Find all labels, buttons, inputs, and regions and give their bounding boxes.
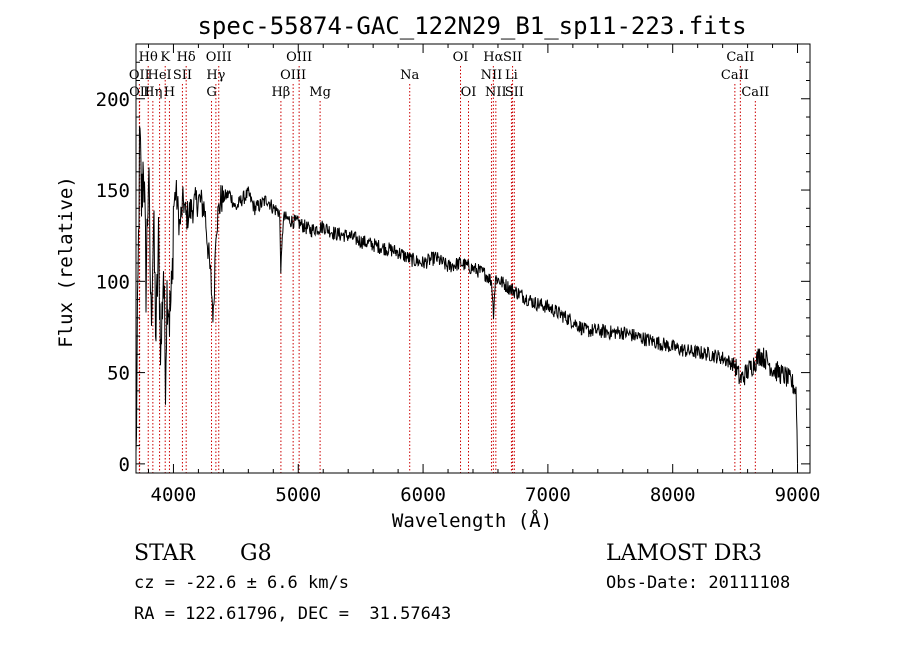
emission-line-label: CaII — [721, 68, 749, 83]
emission-line-label: G — [206, 85, 216, 100]
redshift-text: cz = -22.6 ± 6.6 km/s — [134, 573, 349, 593]
emission-line-label: Li — [505, 68, 518, 83]
y-tick-label: 200 — [96, 89, 130, 111]
emission-line-label: K — [160, 50, 170, 65]
x-tick-label: 4000 — [151, 484, 197, 506]
plot-frame — [135, 43, 811, 474]
x-tick-label: 5000 — [275, 484, 321, 506]
y-tick-label: 150 — [96, 180, 130, 202]
emission-line-label: Na — [400, 68, 419, 83]
emission-line-label: SII — [505, 85, 524, 100]
y-tick-label: 0 — [119, 454, 130, 476]
obs-date-text: Obs-Date: 20111108 — [606, 573, 790, 593]
y-tick-label: 50 — [107, 363, 130, 385]
emission-line-label: SII — [173, 68, 192, 83]
emission-line-label: Hγ — [206, 68, 225, 83]
emission-line-label: Hβ — [271, 85, 290, 100]
emission-line-label: Hδ — [177, 50, 196, 65]
emission-line-label: NII — [485, 85, 507, 100]
emission-line-label: OIII — [206, 50, 232, 65]
emission-line-label: NII — [481, 68, 503, 83]
star-subclass: G8 — [240, 541, 272, 566]
emission-line-label: Hα — [483, 50, 503, 65]
chart-title: spec-55874-GAC_122N29_B1_sp11-223.fits — [197, 12, 746, 40]
survey-name: LAMOST DR3 — [606, 541, 762, 566]
emission-line-label: Hθ — [139, 50, 158, 65]
spectrum-line — [135, 126, 798, 464]
coords-text: RA = 122.61796, DEC = 31.57643 — [134, 604, 451, 624]
emission-line-label: SII — [503, 50, 522, 65]
x-tick-label: 7000 — [525, 484, 571, 506]
y-tick-label: 100 — [96, 271, 130, 293]
x-tick-label: 8000 — [650, 484, 696, 506]
emission-line-label: H — [164, 85, 175, 100]
emission-line-label: Hη — [143, 85, 162, 100]
emission-line-label: CaII — [741, 85, 769, 100]
emission-line-label: Mg — [309, 85, 331, 100]
emission-line-label: OII — [129, 68, 150, 83]
emission-line-label: OI — [461, 85, 477, 100]
ticks-layer: 4000 5000 6000 7000 8000 9000 0 50 100 150 200 — [96, 44, 821, 506]
emission-line-label: OIII — [286, 50, 312, 65]
emission-line-label: OIII — [280, 68, 306, 83]
emission-line-label: OII — [129, 85, 150, 100]
x-tick-label: 9000 — [775, 484, 821, 506]
x-axis-label: Wavelength (Å) — [392, 509, 552, 532]
emission-line-label: CaII — [726, 50, 754, 65]
star-class: STAR — [134, 541, 196, 566]
y-axis-label: Flux (relative) — [55, 176, 77, 348]
spectrum-layer — [135, 126, 798, 464]
emission-line-label: HeI — [148, 68, 172, 83]
x-tick-label: 6000 — [400, 484, 446, 506]
emission-line-label: OI — [453, 50, 469, 65]
